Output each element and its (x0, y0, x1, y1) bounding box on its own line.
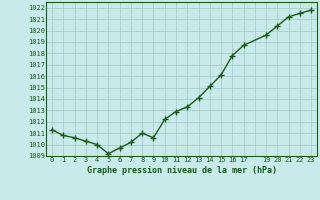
X-axis label: Graphe pression niveau de la mer (hPa): Graphe pression niveau de la mer (hPa) (87, 166, 276, 175)
